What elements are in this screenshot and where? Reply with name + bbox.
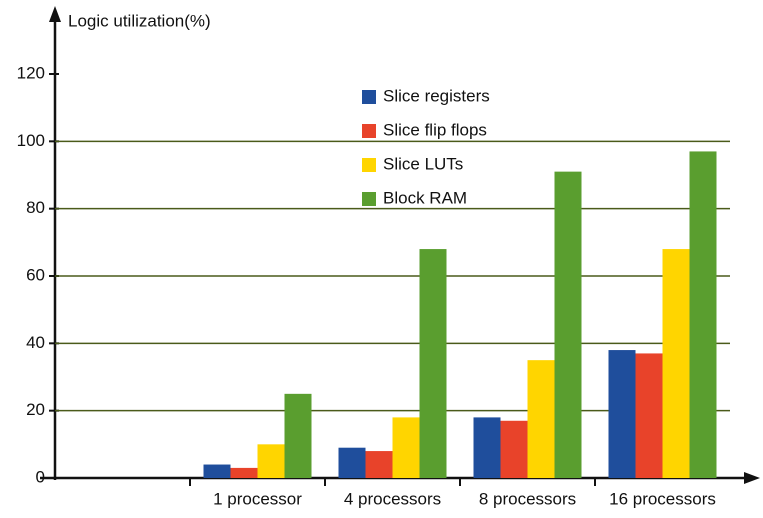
legend-label: Block RAM	[383, 188, 467, 207]
bar	[608, 350, 636, 478]
x-tick-label: 1 processor	[213, 489, 302, 508]
bar	[662, 249, 690, 478]
y-tick-label: 80	[26, 198, 45, 217]
legend-label: Slice LUTs	[383, 154, 463, 173]
y-tick-label: 40	[26, 333, 45, 352]
legend-swatch	[362, 158, 376, 172]
x-tick-label: 16 processors	[609, 489, 716, 508]
legend-swatch	[362, 192, 376, 206]
y-tick-label: 100	[17, 131, 45, 150]
x-tick-label: 4 processors	[344, 489, 441, 508]
y-axis-label: Logic utilization(%)	[68, 11, 211, 30]
bar	[419, 249, 447, 478]
bar	[500, 420, 528, 478]
bar	[203, 464, 231, 478]
legend-swatch	[362, 124, 376, 138]
legend-swatch	[362, 90, 376, 104]
bar	[338, 447, 366, 478]
bar	[689, 151, 717, 478]
bar	[527, 360, 555, 478]
y-tick-label: 60	[26, 265, 45, 284]
bar	[365, 451, 393, 478]
bar	[392, 417, 420, 478]
y-tick-label: 120	[17, 63, 45, 82]
legend-label: Slice flip flops	[383, 120, 487, 139]
x-tick-label: 8 processors	[479, 489, 576, 508]
bar	[257, 444, 285, 478]
bar	[635, 353, 663, 478]
y-axis-arrow	[49, 6, 61, 22]
bar	[554, 171, 582, 478]
legend-label: Slice registers	[383, 86, 490, 105]
y-tick-label: 0	[36, 467, 45, 486]
x-axis-arrow	[744, 472, 760, 484]
y-tick-label: 20	[26, 400, 45, 419]
bar	[230, 467, 258, 478]
bar	[473, 417, 501, 478]
bar	[284, 393, 312, 478]
